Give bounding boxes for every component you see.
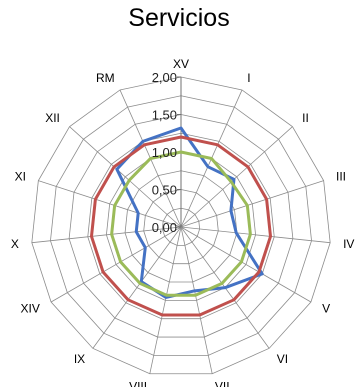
grid-ring bbox=[124, 170, 238, 283]
grid-spoke bbox=[180, 126, 293, 228]
grid-ring bbox=[106, 151, 256, 301]
tick-labels: 0,00 0,50 1,00 1,50 2,00 bbox=[152, 70, 177, 235]
grid-spoke bbox=[92, 226, 182, 349]
category-label: VIII bbox=[129, 379, 147, 387]
grid-spoke bbox=[31, 226, 182, 244]
category-label: VI bbox=[277, 352, 288, 366]
grid-spoke bbox=[180, 226, 213, 374]
tick-label: 0,00 bbox=[152, 220, 177, 235]
category-label: I bbox=[247, 71, 250, 85]
grid-ring bbox=[87, 132, 275, 320]
category-label: XIV bbox=[20, 302, 39, 316]
grid-ring bbox=[31, 76, 331, 375]
category-label: RM bbox=[96, 71, 115, 85]
radar-grid bbox=[31, 76, 331, 375]
tick-label: 0,50 bbox=[152, 183, 177, 198]
series-line-2 bbox=[89, 135, 273, 317]
category-label: XV bbox=[173, 57, 189, 71]
category-label: IV bbox=[343, 237, 354, 251]
grid-ring bbox=[143, 189, 219, 265]
grid-spoke bbox=[149, 226, 182, 374]
category-label: VII bbox=[215, 379, 230, 387]
grid-spoke bbox=[38, 180, 182, 228]
chart-title: Servicios bbox=[128, 4, 230, 32]
grid-ring bbox=[50, 95, 312, 356]
grid-spoke bbox=[180, 226, 312, 303]
category-label: X bbox=[11, 237, 19, 251]
grid-ring bbox=[68, 114, 294, 338]
category-label: III bbox=[336, 170, 346, 184]
series-layer bbox=[89, 126, 273, 317]
grid-spoke bbox=[180, 180, 324, 228]
category-label: IX bbox=[74, 352, 85, 366]
series-line-3 bbox=[110, 150, 252, 297]
tick-label: 2,00 bbox=[152, 70, 177, 85]
grid-spoke bbox=[50, 226, 182, 303]
tick-label: 1,50 bbox=[152, 108, 177, 123]
category-label: V bbox=[322, 302, 330, 316]
grid-ring bbox=[161, 207, 201, 246]
tick-label: 1,00 bbox=[152, 145, 177, 160]
category-label: II bbox=[302, 111, 309, 125]
grid-spoke bbox=[180, 226, 331, 244]
category-label: XI bbox=[15, 170, 26, 184]
category-label: XII bbox=[45, 111, 60, 125]
grid-spoke bbox=[69, 126, 182, 228]
